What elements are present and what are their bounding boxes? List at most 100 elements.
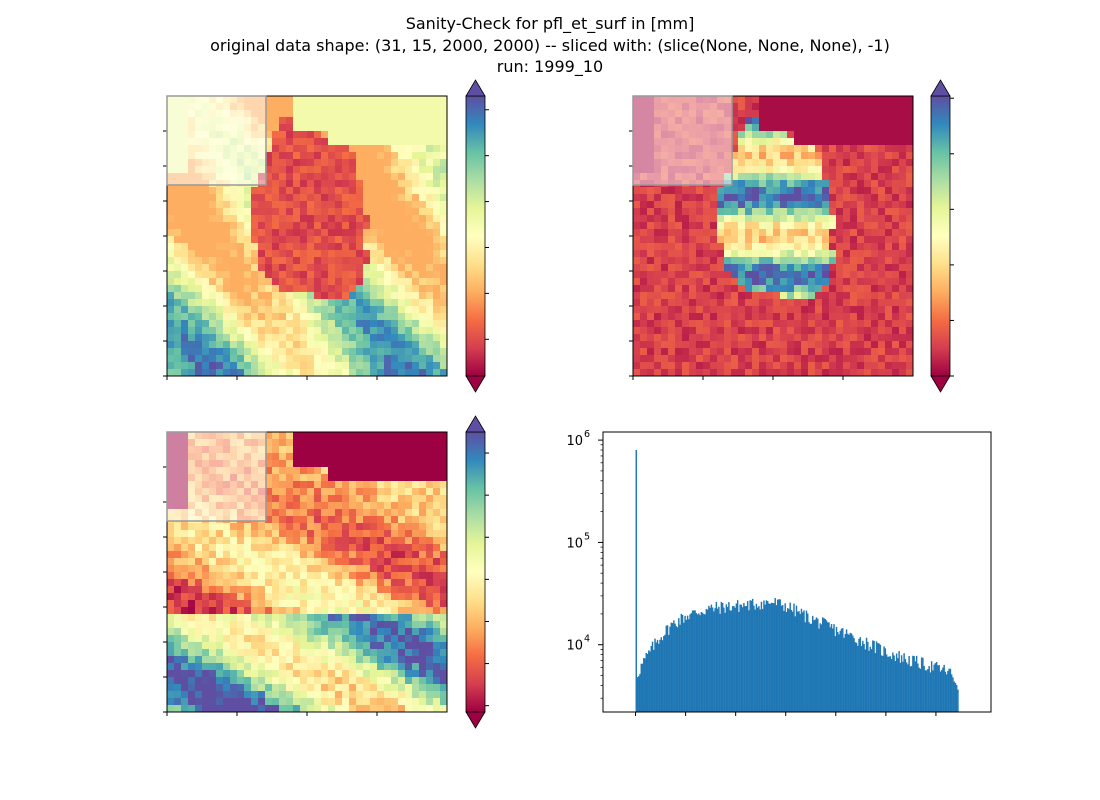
heatmap-cell [265, 96, 273, 104]
heatmap-cell [391, 348, 399, 356]
heatmap-cell [300, 103, 308, 111]
heatmap-cell [314, 194, 322, 202]
heatmap-cell [258, 558, 266, 566]
heatmap-cell [759, 327, 767, 335]
heatmap-cell [195, 558, 203, 566]
heatmap-cell [717, 194, 725, 202]
histogram-bar [639, 673, 641, 712]
heatmap-cell [174, 677, 182, 685]
heatmap-cell [167, 320, 175, 328]
heatmap-cell [202, 649, 210, 657]
heatmap-cell [349, 285, 357, 293]
heatmap-cell [314, 320, 322, 328]
heatmap-cell [808, 250, 816, 258]
heatmap-cell [356, 460, 364, 468]
heatmap-cell [356, 131, 364, 139]
heatmap-cell [244, 369, 252, 377]
heatmap-cell [633, 208, 641, 216]
heatmap-cell [265, 635, 273, 643]
heatmap-cell [258, 348, 266, 356]
heatmap-cell [433, 446, 441, 454]
heatmap-cell [794, 334, 802, 342]
heatmap-cell [181, 572, 189, 580]
heatmap-cell [363, 285, 371, 293]
heatmap-cell [668, 264, 676, 272]
heatmap-cell [633, 306, 641, 314]
heatmap-cell [794, 117, 802, 125]
heatmap-cell [675, 201, 683, 209]
heatmap-cell [675, 236, 683, 244]
heatmap-cell [426, 453, 434, 461]
heatmap-cell [689, 208, 697, 216]
heatmap-cell [412, 180, 420, 188]
heatmap-cell [363, 593, 371, 601]
heatmap-cell [419, 257, 427, 265]
heatmap-cell [661, 327, 669, 335]
heatmap-cell [314, 607, 322, 615]
heatmap-cell [314, 348, 322, 356]
heatmap-cell [167, 621, 175, 629]
heatmap-cell [251, 236, 259, 244]
heatmap-cell [384, 593, 392, 601]
heatmap-cell [335, 586, 343, 594]
heatmap-cell [342, 516, 350, 524]
heatmap-cell [223, 215, 231, 223]
heatmap-cell [405, 341, 413, 349]
heatmap-cell [696, 271, 704, 279]
heatmap-cell [836, 215, 844, 223]
heatmap-cell [391, 642, 399, 650]
heatmap-cell [377, 516, 385, 524]
heatmap-cell [710, 194, 718, 202]
heatmap-cell [349, 502, 357, 510]
heatmap-cell [307, 677, 315, 685]
heatmap-cell [426, 208, 434, 216]
heatmap-cell [780, 131, 788, 139]
heatmap-cell [391, 502, 399, 510]
heatmap-cell [906, 348, 914, 356]
heatmap-cell [251, 327, 259, 335]
heatmap-cell [279, 187, 287, 195]
heatmap-cell [419, 642, 427, 650]
heatmap-cell [356, 586, 364, 594]
heatmap-cell [377, 264, 385, 272]
heatmap-cell [822, 138, 830, 146]
heatmap-cell [258, 257, 266, 265]
heatmap-cell [906, 264, 914, 272]
heatmap-cell [230, 243, 238, 251]
heatmap-cell [745, 250, 753, 258]
heatmap-cell [293, 236, 301, 244]
heatmap-cell [377, 369, 385, 377]
heatmap-cell [272, 264, 280, 272]
heatmap-cell [654, 250, 662, 258]
heatmap-cell [419, 670, 427, 678]
heatmap-cell [808, 341, 816, 349]
heatmap-cell [265, 138, 273, 146]
heatmap-cell [850, 229, 858, 237]
heatmap-cell [885, 215, 893, 223]
heatmap-cell [405, 502, 413, 510]
heatmap-cell [300, 201, 308, 209]
heatmap-cell [209, 187, 217, 195]
heatmap-cell [167, 684, 175, 692]
heatmap-cell [174, 215, 182, 223]
heatmap-cell [223, 572, 231, 580]
heatmap-cell [440, 236, 448, 244]
heatmap-cell [244, 250, 252, 258]
heatmap-cell [370, 180, 378, 188]
heatmap-cell [836, 334, 844, 342]
heatmap-cell [349, 600, 357, 608]
heatmap-cell [286, 600, 294, 608]
heatmap-cell [745, 299, 753, 307]
heatmap-cell [335, 432, 343, 440]
heatmap-cell [857, 222, 865, 230]
heatmap-cell [328, 180, 336, 188]
heatmap-cell [391, 138, 399, 146]
heatmap-cell [433, 152, 441, 160]
heatmap-cell [878, 306, 886, 314]
histogram-bar [659, 639, 661, 712]
heatmap-cell [363, 229, 371, 237]
heatmap-cell [293, 460, 301, 468]
heatmap-cell [801, 138, 809, 146]
heatmap-cell [426, 292, 434, 300]
heatmap-cell [405, 201, 413, 209]
